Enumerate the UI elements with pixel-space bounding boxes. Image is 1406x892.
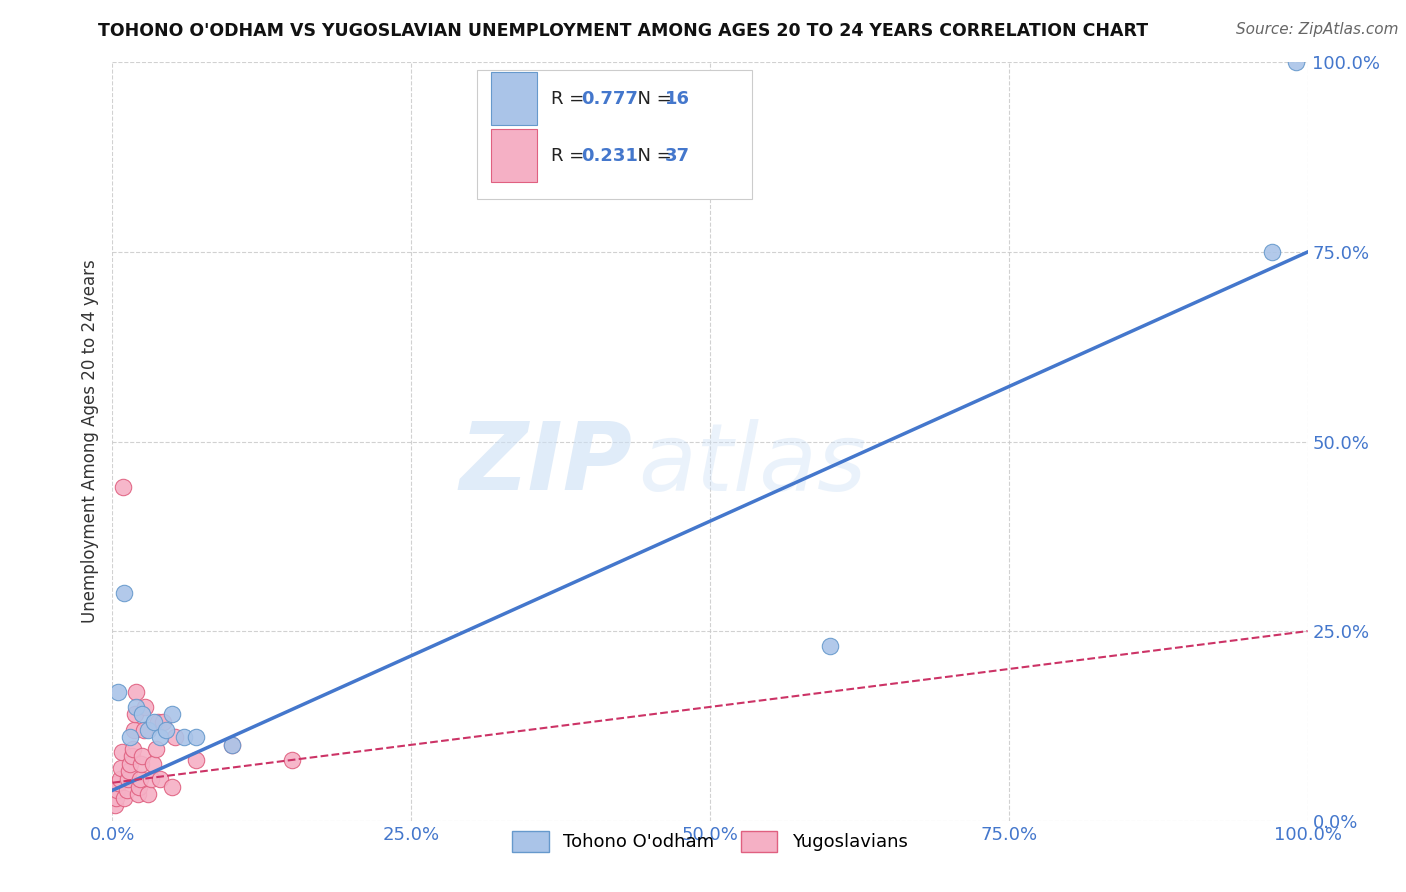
Point	[111, 746, 134, 760]
Point	[105, 791, 128, 805]
Point	[155, 723, 177, 737]
Point	[138, 723, 160, 737]
Point	[125, 685, 148, 699]
Point	[115, 783, 138, 797]
Y-axis label: Unemployment Among Ages 20 to 24 years: Unemployment Among Ages 20 to 24 years	[80, 260, 98, 624]
Point	[120, 756, 142, 771]
Point	[107, 776, 129, 790]
Point	[131, 749, 153, 764]
Point	[112, 480, 135, 494]
Point	[818, 639, 841, 653]
Point	[221, 738, 243, 752]
Point	[186, 753, 208, 767]
FancyBboxPatch shape	[477, 70, 752, 199]
Point	[129, 756, 152, 771]
Text: 0.231: 0.231	[581, 146, 638, 165]
Point	[163, 730, 186, 744]
Point	[129, 772, 152, 786]
Point	[108, 772, 131, 786]
Point	[146, 715, 169, 730]
Text: N =: N =	[627, 90, 678, 108]
Text: 37: 37	[665, 146, 689, 165]
Point	[138, 787, 160, 801]
Text: TOHONO O'ODHAM VS YUGOSLAVIAN UNEMPLOYMENT AMONG AGES 20 TO 24 YEARS CORRELATION: TOHONO O'ODHAM VS YUGOSLAVIAN UNEMPLOYME…	[98, 22, 1149, 40]
Point	[127, 787, 149, 801]
Point	[117, 772, 139, 786]
Point	[128, 780, 150, 794]
Point	[1261, 244, 1284, 259]
FancyBboxPatch shape	[491, 72, 537, 126]
Text: 0.777: 0.777	[581, 90, 638, 108]
Point	[221, 738, 243, 752]
FancyBboxPatch shape	[491, 129, 537, 182]
Text: 16: 16	[665, 90, 689, 108]
Point	[149, 730, 172, 744]
Point	[121, 741, 143, 756]
Point	[125, 699, 148, 714]
Point	[131, 707, 153, 722]
Point	[139, 772, 162, 786]
Legend: Tohono O'odham, Yugoslavians: Tohono O'odham, Yugoslavians	[503, 822, 917, 861]
Point	[132, 723, 155, 737]
Point	[186, 730, 208, 744]
Point	[281, 753, 304, 767]
Text: N =: N =	[627, 146, 678, 165]
Point	[142, 756, 165, 771]
Point	[152, 715, 174, 730]
Text: R =: R =	[551, 90, 591, 108]
Point	[162, 707, 183, 722]
Text: R =: R =	[551, 146, 591, 165]
Point	[105, 783, 128, 797]
Point	[110, 760, 132, 774]
Point	[104, 798, 127, 813]
Point	[114, 791, 135, 805]
Point	[114, 586, 135, 600]
Point	[173, 730, 195, 744]
Point	[120, 730, 142, 744]
Point	[143, 715, 166, 730]
Point	[134, 699, 156, 714]
Point	[149, 772, 172, 786]
Point	[1285, 55, 1308, 70]
Point	[162, 780, 183, 794]
Point	[107, 685, 129, 699]
Text: ZIP: ZIP	[460, 418, 633, 510]
Text: Source: ZipAtlas.com: Source: ZipAtlas.com	[1236, 22, 1399, 37]
Point	[145, 741, 167, 756]
Point	[121, 749, 143, 764]
Point	[122, 723, 145, 737]
Text: atlas: atlas	[638, 418, 866, 510]
Point	[118, 764, 141, 779]
Point	[124, 707, 146, 722]
